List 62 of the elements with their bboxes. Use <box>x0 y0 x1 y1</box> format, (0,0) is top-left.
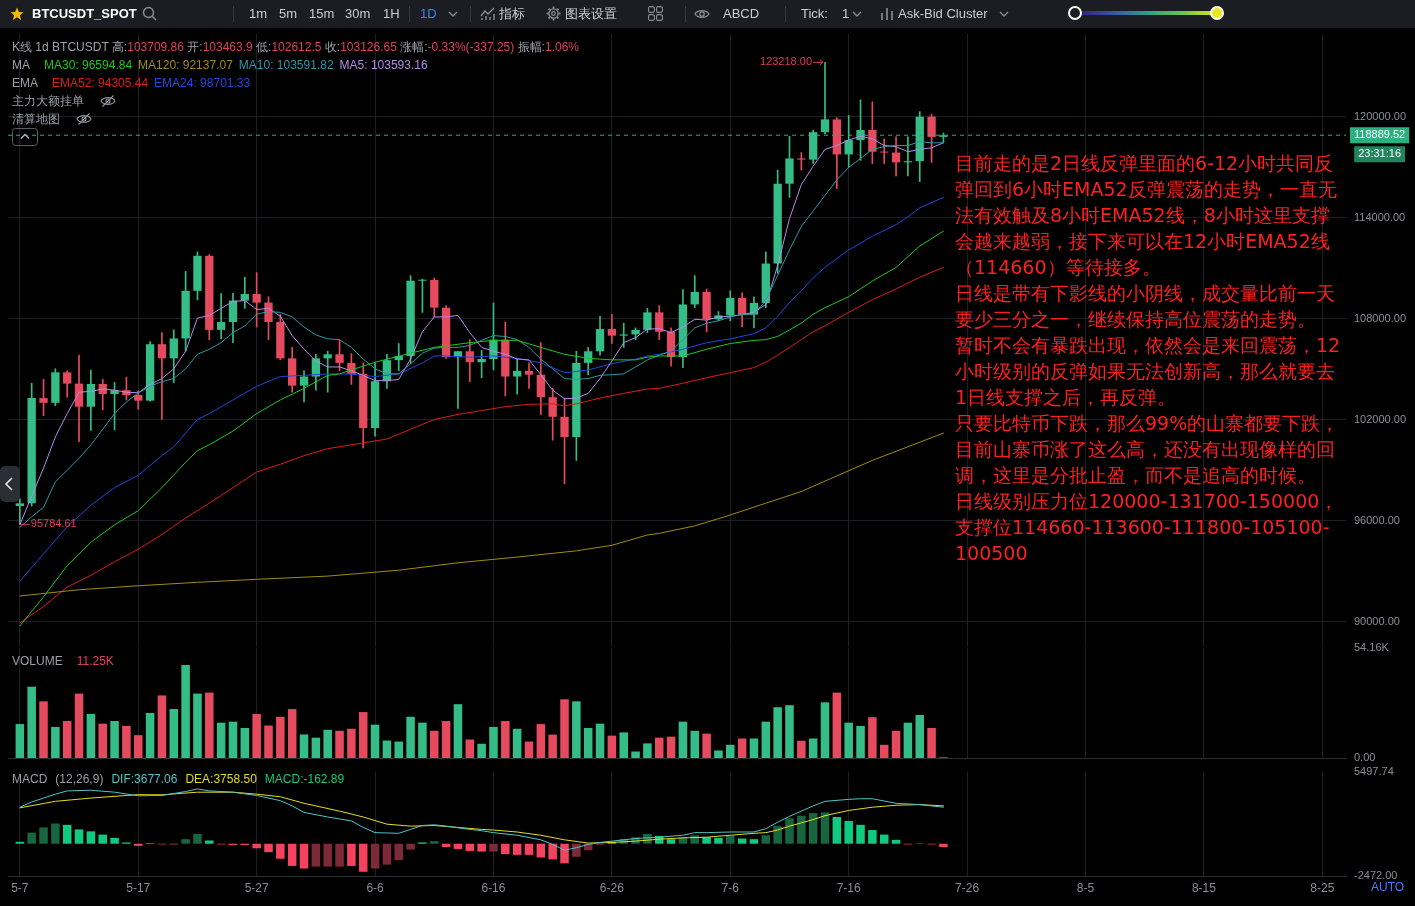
x-tick-label: 5-27 <box>244 880 269 895</box>
annotation: MACD <box>12 771 48 788</box>
text: AUTO <box>1371 879 1405 895</box>
annotation: 清算地图 <box>12 111 60 128</box>
y-tick-label: 54.16K <box>1354 641 1390 654</box>
annotation: 暂时不会有暴跌出现，依然会是来回震荡，12小时级别的反弹如果无法创新高，那么就要去1日线支撑之后，再反弹。 <box>955 333 1342 410</box>
x-tick-label: 7-16 <box>836 880 862 895</box>
annotation: 目前走的是2日线反弹里面的6-12小时共同反弹回到6小时EMA52反弹震荡的走势，一直无法有效触及8小时EMA52线，8小时这里支撑会越来越弱，接下来可以在12小时EMA52线（114660）等待接多。 <box>955 151 1338 280</box>
y-tick-label: 102000.00 <box>1354 412 1406 425</box>
y-tick-label: 114000.00 <box>1354 210 1406 223</box>
annotation: 只要比特币下跌，那么99%的山寨都要下跌，目前山寨币涨了这么高，还没有出现像样的回调，这里是分批止盈，而不是追高的时候。 <box>955 411 1341 488</box>
text: 1H <box>383 5 400 23</box>
y-tick-label: 5497.74 <box>1354 765 1394 778</box>
y-tick-label: 0.00 <box>1354 751 1376 764</box>
text: Tick: <box>801 5 828 23</box>
text: MA120: 92137.07 <box>138 57 233 74</box>
annotation: EMA <box>12 75 39 92</box>
ref-line-label: 118889.52 <box>1354 128 1406 141</box>
text: MA10: 103591.82 <box>238 57 334 74</box>
text: 5m <box>279 5 298 23</box>
x-tick-label: 7-26 <box>955 880 980 895</box>
y-tick-label: 90000.00 <box>1354 614 1400 627</box>
text: 1D <box>420 5 437 23</box>
x-tick-label: 8-5 <box>1076 880 1095 895</box>
y-tick-label: 120000.00 <box>1354 109 1406 122</box>
annotation: 日线是带有下影线的小阴线，成交量比前一天要少三分之一，继续保持高位震荡的走势。 <box>955 281 1336 332</box>
text: K线 1d BTCUSDT 高:103709.86 开:103463.9 低:102612.5 收:103126.65 涨幅:-0.33%(-337.25) 振幅:1.06% <box>12 40 579 54</box>
series-label: DEA:3758.50 <box>185 771 257 788</box>
text: 23:31:16 <box>1358 147 1402 160</box>
y-tick-label: -2472.00 <box>1354 869 1398 882</box>
text: ABCD <box>723 5 760 23</box>
y-tick-label: 96000.00 <box>1354 513 1400 526</box>
annotation: 日线级别压力位120000-131700-150000，支撑位114660-113600-111800-105100-100500 <box>955 489 1340 566</box>
annotation: MA <box>12 57 30 74</box>
x-tick-label: 8-15 <box>1191 880 1217 895</box>
annotation: 123218.00 <box>760 55 813 68</box>
text: MACD:-162.89 <box>264 771 345 788</box>
text: EMA24: 98701.33 <box>154 75 251 92</box>
y-tick-label: 108000.00 <box>1354 311 1406 324</box>
x-tick-label: 7-6 <box>721 880 740 895</box>
text: 指标 <box>499 5 525 23</box>
series-label: DIF:3677.06 <box>111 771 178 788</box>
x-tick-label: 5-17 <box>126 880 151 895</box>
annotation: 主力大额挂单 <box>12 93 84 110</box>
x-tick-label: 6-26 <box>599 880 625 895</box>
text: MA5: 103593.16 <box>339 57 428 74</box>
x-tick-label: 6-16 <box>481 880 506 895</box>
text: 1m <box>249 5 268 23</box>
x-tick-label: 8-25 <box>1310 880 1335 895</box>
text: 图表设置 <box>565 5 617 23</box>
annotation: 11.25K <box>76 653 114 670</box>
text: 30m <box>345 5 371 23</box>
x-tick-label: 6-6 <box>366 880 385 895</box>
x-tick-label: 5-7 <box>11 880 29 895</box>
text: BTCUSDT_SPOT <box>32 5 137 23</box>
text: EMA52: 94305.44 <box>52 75 149 92</box>
annotation: (12,26,9) <box>55 771 104 788</box>
text: Ask-Bid Cluster <box>898 5 988 23</box>
text: 15m <box>309 5 335 23</box>
text: MA30: 96594.84 <box>44 57 133 74</box>
text: 1 <box>842 5 850 23</box>
annotation: VOLUME <box>12 653 63 670</box>
